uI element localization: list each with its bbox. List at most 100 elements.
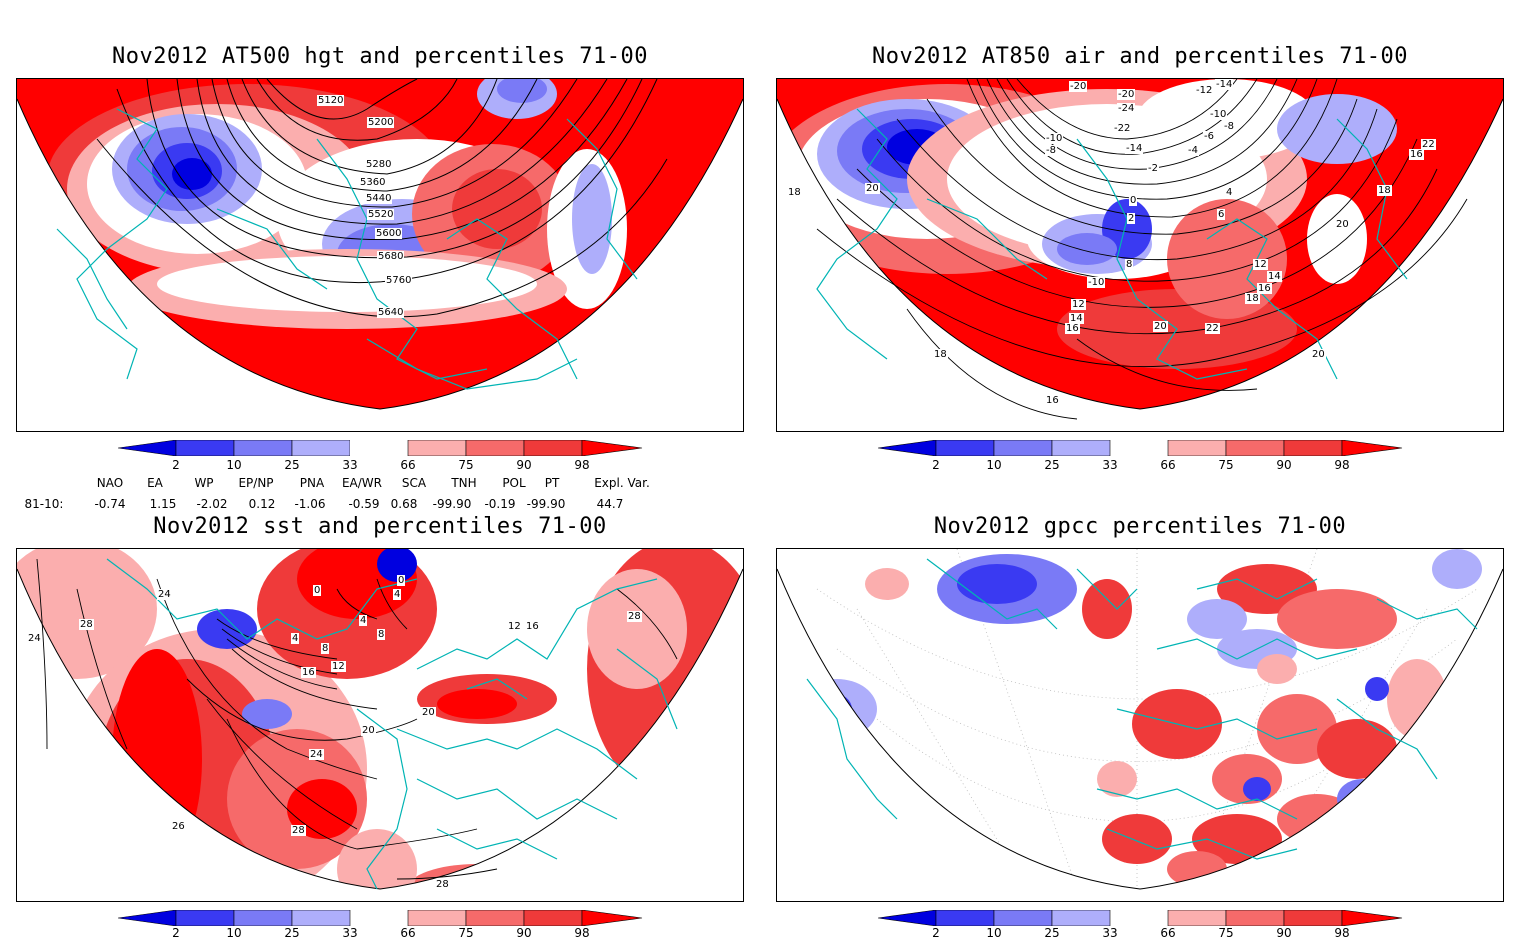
contour-label: -12 [1195,85,1214,96]
colorbar-label: 25 [1044,926,1060,940]
contour-label: 5360 [359,177,387,188]
contour-label: 12 [507,621,522,632]
contour-label: 14 [1267,271,1282,282]
colorbar-hgt500: 2 10 25 33 66 75 90 98 [118,440,644,474]
index-header: PNA [299,476,325,490]
contour-label: 0 [397,575,406,586]
contour-label: 16 [525,621,540,632]
contour-label: 4 [1225,187,1234,198]
colorbar-label: 75 [458,926,474,940]
colorbar-label: 2 [172,458,180,472]
colorbar-label: 25 [1044,458,1060,472]
contour-label: 24 [157,589,172,600]
contour-label: 12 [331,661,346,672]
colorbar-label: 75 [1218,458,1234,472]
contour-label: 2 [1127,213,1136,224]
contour-label: 22 [1421,139,1436,150]
index-header: WP [194,476,214,490]
contour-label: 0 [1129,195,1138,206]
contour-label: 18 [933,349,948,360]
index-header: EA/WR [341,476,383,490]
contour-label: 5640 [377,307,405,318]
index-value: -1.06 [294,497,326,511]
contour-label: 20 [1311,349,1326,360]
colorbar-label: 66 [1160,926,1176,940]
contour-label: 20 [865,183,880,194]
contour-label: -20 [1117,89,1136,100]
index-header: EP/NP [238,476,274,490]
contour-label: -4 [1187,145,1199,156]
contour-label: 5440 [365,193,393,204]
colorbar-swatches [878,440,1403,456]
contour-label: 20 [1153,321,1168,332]
colorbar-label: 90 [516,926,532,940]
contour-label: 6 [1217,209,1226,220]
contour-label: 4 [393,589,402,600]
contour-label: -8 [1045,145,1057,156]
indices-header-row: NAO EA WP EP/NP PNA EA/WR SCA TNH POL PT… [0,476,760,492]
contour-label: 16 [1045,395,1060,406]
contour-label: 12 [1071,299,1086,310]
contour-label: 20 [1335,219,1350,230]
index-header: EA [147,476,163,490]
contour-label: 20 [361,725,376,736]
contour-label: 16 [1409,149,1424,160]
contour-label: -10 [1087,277,1106,288]
contour-label: 5200 [367,117,395,128]
colorbar-label: 2 [932,926,940,940]
colorbar-label: 98 [574,926,590,940]
index-header: Expl. Var. [594,476,650,490]
contour-label: -10 [1045,133,1064,144]
index-header: POL [502,476,526,490]
indices-value-row: 81-10: -0.74 1.15 -2.02 0.12 -1.06 -0.59… [0,497,760,513]
colorbar-label: 10 [226,926,242,940]
map-air850: -20 -20 -12 -14 -24 -22 -10 -8 -10 -8 -1… [776,78,1504,432]
contour-label: 8 [377,629,386,640]
panel-title-air850: Nov2012 AT850 air and percentiles 71-00 [871,44,1409,69]
contour-label: 28 [291,825,306,836]
colorbar-label: 25 [284,926,300,940]
contour-label: 12 [1253,259,1268,270]
panel-title-gpcc: Nov2012 gpcc percentiles 71-00 [933,514,1347,539]
colorbar-label: 98 [574,458,590,472]
contour-label: -20 [1069,81,1088,92]
contour-label: 28 [627,611,642,622]
contour-label: 16 [1065,323,1080,334]
index-value: -99.90 [526,497,566,511]
index-value: 0.12 [248,497,276,511]
colorbar-label: 75 [1218,926,1234,940]
colorbar-label: 33 [1102,458,1118,472]
colorbar-label: 10 [986,458,1002,472]
colorbar-label: 66 [400,458,416,472]
index-header: NAO [96,476,124,490]
contour-label: 24 [309,749,324,760]
contour-label: 8 [321,643,330,654]
colorbar-sst: 2 10 25 33 66 75 90 98 [118,910,644,940]
index-value: 44.7 [596,497,624,511]
colorbar-label: 2 [172,926,180,940]
contour-label: -10 [1209,109,1228,120]
colorbar-swatches [118,910,643,926]
index-value: 0.68 [390,497,418,511]
contour-label: 5600 [375,228,403,239]
contour-label: 16 [301,667,316,678]
contour-label: 20 [421,707,436,718]
colorbar-label: 10 [226,458,242,472]
contour-label: 28 [435,879,450,890]
map-gpcc [776,548,1504,902]
colorbar-swatches [878,910,1403,926]
contour-label: 18 [1245,293,1260,304]
index-value: -0.74 [94,497,126,511]
contour-label: 14 [1069,313,1084,324]
contour-label: 5120 [317,95,345,106]
index-value: -2.02 [196,497,228,511]
colorbar-swatches [118,440,643,456]
index-header: PT [544,476,560,490]
panel-title-sst: Nov2012 sst and percentiles 71-00 [153,514,607,539]
panel-title-hgt500: Nov2012 AT500 hgt and percentiles 71-00 [111,44,649,69]
colorbar-label: 90 [1276,926,1292,940]
index-value: -99.90 [432,497,472,511]
colorbar-label: 25 [284,458,300,472]
colorbar-label: 90 [516,458,532,472]
contour-label: 5680 [377,251,405,262]
